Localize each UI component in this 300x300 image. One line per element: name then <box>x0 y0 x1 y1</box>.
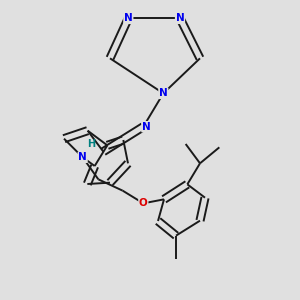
Text: N: N <box>124 13 133 23</box>
Text: H: H <box>87 139 95 149</box>
Text: N: N <box>176 13 184 23</box>
Text: O: O <box>139 198 148 208</box>
Text: N: N <box>78 152 87 162</box>
Text: N: N <box>159 88 168 98</box>
Text: N: N <box>142 122 151 132</box>
